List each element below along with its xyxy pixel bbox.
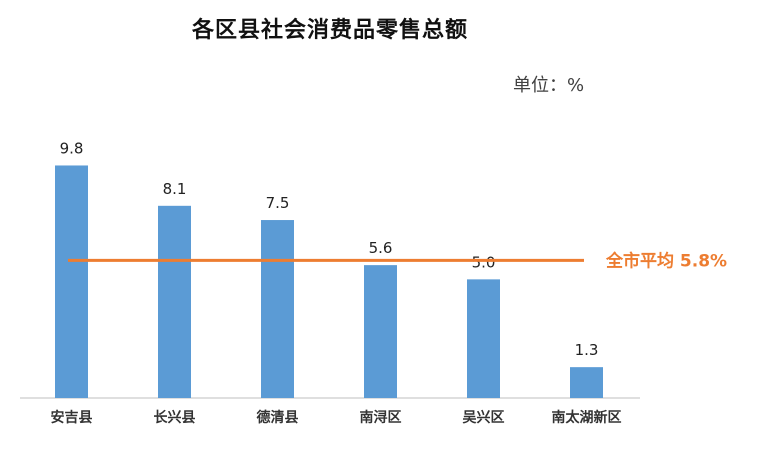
bar [55, 165, 88, 398]
data-label: 1.3 [575, 341, 599, 359]
data-label: 5.0 [472, 253, 496, 271]
data-label: 9.8 [60, 139, 84, 157]
bar [158, 205, 191, 398]
category-label: 安吉县 [51, 409, 93, 426]
chart-title: 各区县社会消费品零售总额 [191, 18, 468, 43]
data-label: 8.1 [163, 180, 187, 198]
bar [467, 279, 500, 398]
unit-label: 单位：% [513, 75, 585, 96]
bar [364, 265, 397, 398]
data-label: 7.5 [266, 194, 290, 212]
bar [261, 220, 294, 398]
category-label: 德清县 [257, 409, 299, 426]
bar [570, 367, 603, 398]
average-line-label: 全市平均 5.8% [605, 250, 727, 271]
data-label: 5.6 [369, 239, 393, 257]
category-label: 长兴县 [154, 409, 196, 426]
category-label: 吴兴区 [463, 409, 505, 426]
category-label: 南太湖新区 [552, 409, 622, 426]
category-label: 南浔区 [360, 409, 402, 426]
